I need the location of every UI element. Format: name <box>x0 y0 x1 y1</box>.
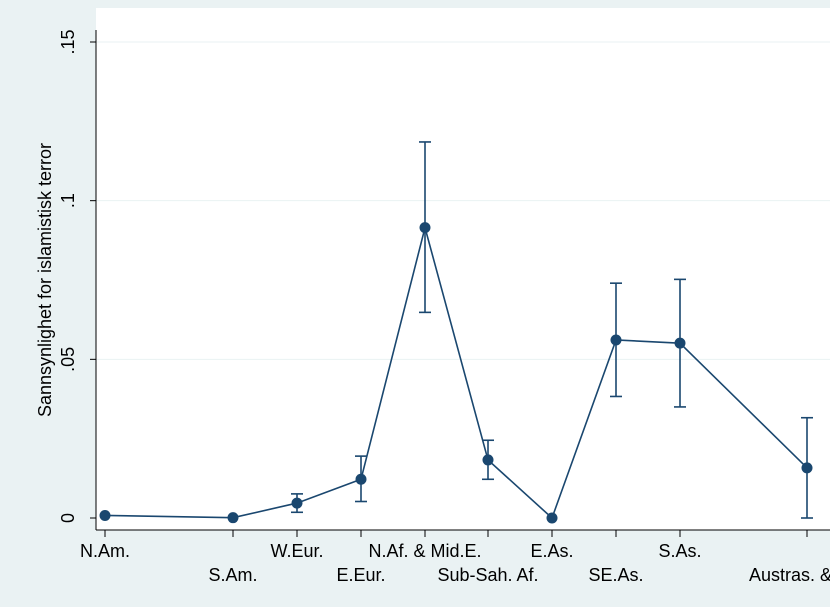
data-point <box>546 512 558 524</box>
x-tick-label: N.Af. & Mid.E. <box>368 541 481 561</box>
data-point <box>482 454 494 466</box>
x-tick-label: Austras. & Oc. <box>749 565 830 585</box>
data-point <box>291 497 303 509</box>
grid-lines <box>96 41 830 360</box>
y-tick-label: .1 <box>58 193 78 208</box>
data-point <box>99 509 111 521</box>
data-point <box>227 512 239 524</box>
x-tick-label: E.Eur. <box>336 565 385 585</box>
data-point <box>610 334 622 346</box>
data-point <box>801 462 813 474</box>
axes <box>90 30 830 537</box>
plot-area <box>96 8 830 530</box>
x-tick-label: N.Am. <box>80 541 130 561</box>
x-tick-label: Sub-Sah. Af. <box>437 565 538 585</box>
x-tick-label: SE.As. <box>588 565 643 585</box>
y-tick-label: .05 <box>58 347 78 372</box>
series-line <box>104 224 808 520</box>
x-tick-label: E.As. <box>530 541 573 561</box>
series <box>99 141 813 524</box>
x-tick-label: S.As. <box>658 541 701 561</box>
data-point <box>355 473 367 485</box>
x-tick-label: S.Am. <box>208 565 257 585</box>
y-tick-label: .15 <box>58 29 78 54</box>
data-point <box>674 337 686 349</box>
y-axis-label: Sannsynlighet for islamistisk terror <box>35 143 55 417</box>
x-tick-label: W.Eur. <box>270 541 323 561</box>
tick-labels: 0 .05 .1 .15 N.Am. S.Am. W.Eur. E.Eur. N.Af. & M… <box>58 29 830 585</box>
data-point <box>419 222 431 234</box>
y-tick-label: 0 <box>58 513 78 523</box>
